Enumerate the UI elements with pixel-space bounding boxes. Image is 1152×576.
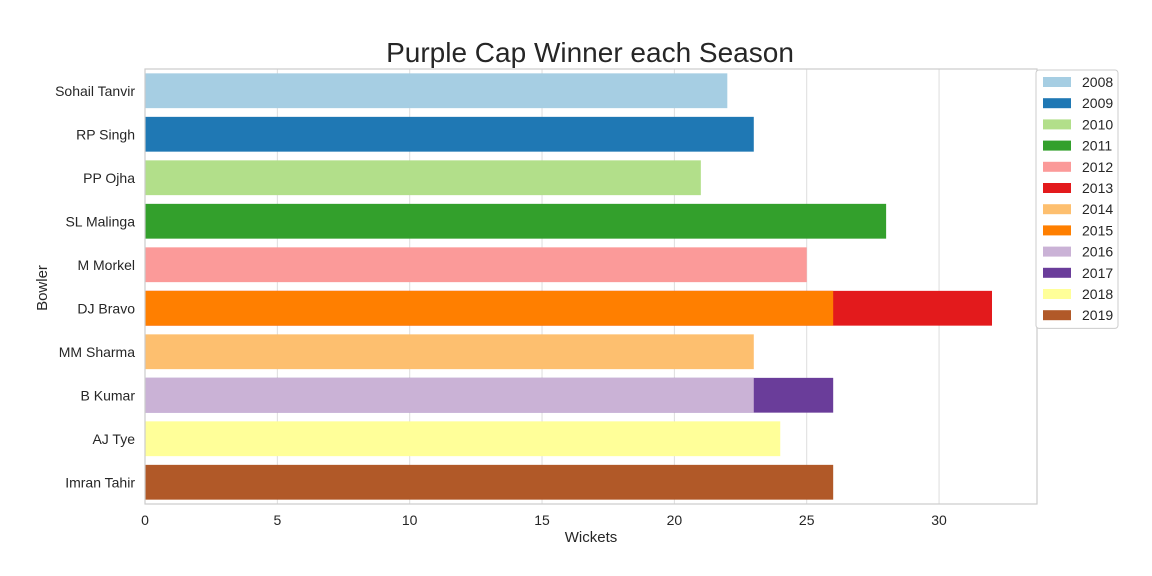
legend-label: 2016 xyxy=(1082,244,1113,260)
y-tick-label: AJ Tye xyxy=(92,431,135,447)
y-tick-label: M Morkel xyxy=(77,257,135,273)
bar-2019 xyxy=(145,464,834,500)
legend-label: 2019 xyxy=(1082,307,1113,323)
y-tick-label: SL Malinga xyxy=(65,213,135,229)
x-tick-label: 30 xyxy=(931,512,947,528)
legend-swatch xyxy=(1043,204,1071,215)
bar-2014 xyxy=(145,334,754,370)
x-tick-labels: 0 5 10 15 20 25 30 xyxy=(141,512,947,528)
bar-2012 xyxy=(145,247,807,283)
x-tick-label: 25 xyxy=(799,512,815,528)
y-axis-label: Bowler xyxy=(34,265,51,311)
bar-2011 xyxy=(145,203,887,239)
x-tick-label: 15 xyxy=(534,512,550,528)
x-tick-label: 0 xyxy=(141,512,149,528)
legend-swatch xyxy=(1043,98,1071,109)
x-tick-label: 20 xyxy=(667,512,683,528)
legend-box xyxy=(1035,69,1119,329)
bar-2010 xyxy=(145,160,701,196)
bar-2009 xyxy=(145,116,754,152)
legend-swatch xyxy=(1043,310,1071,321)
bar-2008 xyxy=(145,73,728,109)
legend-swatch xyxy=(1043,183,1071,193)
legend-label: 2017 xyxy=(1082,265,1113,281)
legend-swatch xyxy=(1043,161,1071,172)
x-axis-label: Wickets xyxy=(565,529,618,546)
y-tick-label: Imran Tahir xyxy=(65,474,135,490)
legend: 2008 2009 2010 2011 2012 2013 2014 2015 2016 2017… xyxy=(1035,69,1119,329)
x-tick-label: 10 xyxy=(402,512,418,528)
y-tick-label: B Kumar xyxy=(81,387,136,403)
legend-label: 2012 xyxy=(1082,159,1113,175)
y-tick-label: DJ Bravo xyxy=(77,300,135,316)
y-tick-label: MM Sharma xyxy=(59,344,135,360)
y-tick-label: Sohail Tanvir xyxy=(55,83,135,99)
legend-label: 2018 xyxy=(1082,286,1113,302)
y-tick-label: RP Singh xyxy=(76,126,135,142)
bars-group xyxy=(145,73,993,500)
legend-label: 2010 xyxy=(1082,116,1113,132)
legend-label: 2008 xyxy=(1082,74,1113,90)
legend-swatch xyxy=(1043,140,1071,151)
x-tick-label: 5 xyxy=(273,512,281,528)
legend-label: 2015 xyxy=(1082,222,1113,238)
legend-label: 2011 xyxy=(1082,138,1112,154)
legend-swatch xyxy=(1043,77,1071,87)
y-tick-label: PP Ojha xyxy=(83,170,135,186)
chart-title: Purple Cap Winner each Season xyxy=(386,37,794,68)
bar-2015 xyxy=(145,290,834,326)
legend-label: 2013 xyxy=(1082,180,1113,196)
legend-swatch xyxy=(1043,246,1071,257)
legend-swatch xyxy=(1043,289,1071,299)
legend-label: 2014 xyxy=(1082,201,1113,217)
legend-swatch xyxy=(1043,119,1071,130)
bar-2018 xyxy=(145,421,781,457)
legend-swatch xyxy=(1043,267,1071,278)
legend-swatch xyxy=(1043,225,1071,236)
legend-label: 2009 xyxy=(1082,95,1113,111)
bar-2016 xyxy=(145,377,754,413)
y-tick-labels: Sohail Tanvir RP Singh PP Ojha SL Malinga M … xyxy=(55,83,135,491)
